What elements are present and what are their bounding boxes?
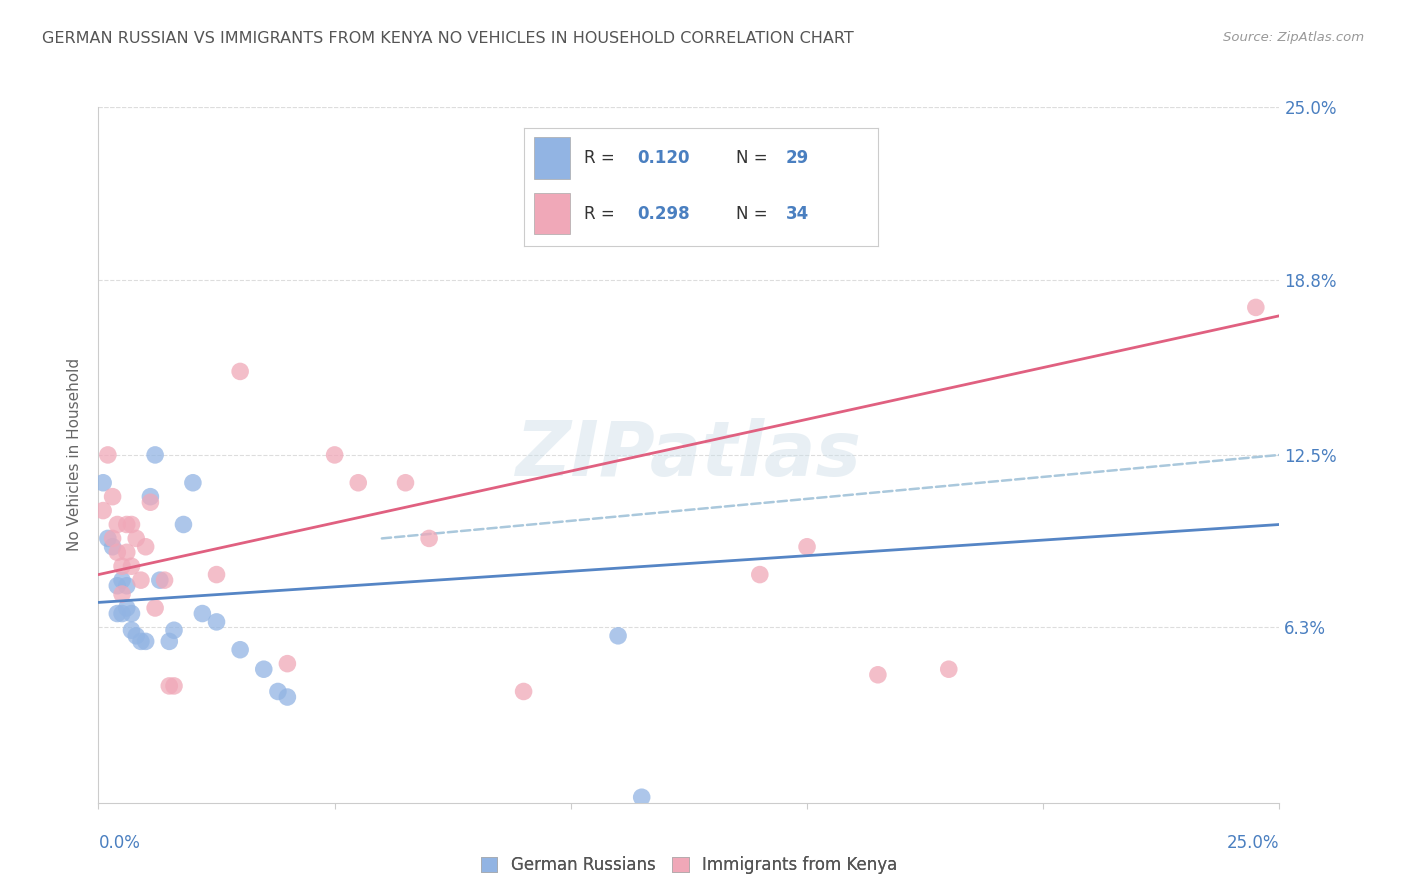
- Point: [267, 684, 290, 698]
- Point: [135, 634, 157, 648]
- Point: [276, 657, 298, 671]
- Point: [115, 545, 138, 559]
- Text: GERMAN RUSSIAN VS IMMIGRANTS FROM KENYA NO VEHICLES IN HOUSEHOLD CORRELATION CHA: GERMAN RUSSIAN VS IMMIGRANTS FROM KENYA …: [42, 31, 853, 46]
- Point: [115, 579, 138, 593]
- Text: 25.0%: 25.0%: [1227, 834, 1279, 852]
- Point: [229, 642, 252, 657]
- Point: [115, 517, 138, 532]
- Point: [125, 532, 148, 546]
- Point: [97, 532, 120, 546]
- Point: [205, 615, 228, 629]
- Point: [205, 567, 228, 582]
- Point: [91, 475, 114, 490]
- Point: [143, 448, 166, 462]
- Point: [105, 607, 128, 621]
- Point: [163, 624, 186, 638]
- Point: [323, 448, 346, 462]
- Point: [512, 684, 534, 698]
- Text: ZIPatlas: ZIPatlas: [516, 418, 862, 491]
- Point: [276, 690, 298, 704]
- Point: [149, 573, 172, 587]
- Point: [938, 662, 960, 676]
- Point: [105, 579, 128, 593]
- Text: Source: ZipAtlas.com: Source: ZipAtlas.com: [1223, 31, 1364, 45]
- Point: [153, 573, 176, 587]
- Point: [121, 624, 143, 638]
- Point: [630, 790, 652, 805]
- Point: [866, 667, 889, 681]
- Legend: German Russians, Immigrants from Kenya: German Russians, Immigrants from Kenya: [481, 856, 897, 874]
- Point: [105, 517, 128, 532]
- Point: [347, 475, 370, 490]
- Point: [111, 587, 134, 601]
- Point: [394, 475, 416, 490]
- Point: [101, 490, 124, 504]
- Point: [125, 629, 148, 643]
- Point: [1244, 301, 1267, 315]
- Point: [229, 364, 252, 378]
- Point: [101, 532, 124, 546]
- Point: [143, 601, 166, 615]
- Point: [139, 495, 162, 509]
- Point: [111, 559, 134, 574]
- Point: [418, 532, 440, 546]
- Point: [129, 573, 152, 587]
- Point: [748, 567, 770, 582]
- Point: [172, 517, 194, 532]
- Y-axis label: No Vehicles in Household: No Vehicles in Household: [67, 359, 83, 551]
- Point: [97, 448, 120, 462]
- Point: [91, 503, 114, 517]
- Point: [135, 540, 157, 554]
- Point: [191, 607, 214, 621]
- Point: [157, 634, 180, 648]
- Point: [115, 601, 138, 615]
- Point: [121, 517, 143, 532]
- Point: [121, 607, 143, 621]
- Point: [163, 679, 186, 693]
- Point: [607, 629, 630, 643]
- Point: [105, 545, 128, 559]
- Point: [121, 559, 143, 574]
- Point: [654, 67, 676, 81]
- Text: 0.0%: 0.0%: [98, 834, 141, 852]
- Point: [796, 540, 818, 554]
- Point: [253, 662, 276, 676]
- Point: [129, 634, 152, 648]
- Point: [111, 607, 134, 621]
- Point: [111, 573, 134, 587]
- Point: [101, 540, 124, 554]
- Point: [181, 475, 204, 490]
- Point: [139, 490, 162, 504]
- Point: [157, 679, 180, 693]
